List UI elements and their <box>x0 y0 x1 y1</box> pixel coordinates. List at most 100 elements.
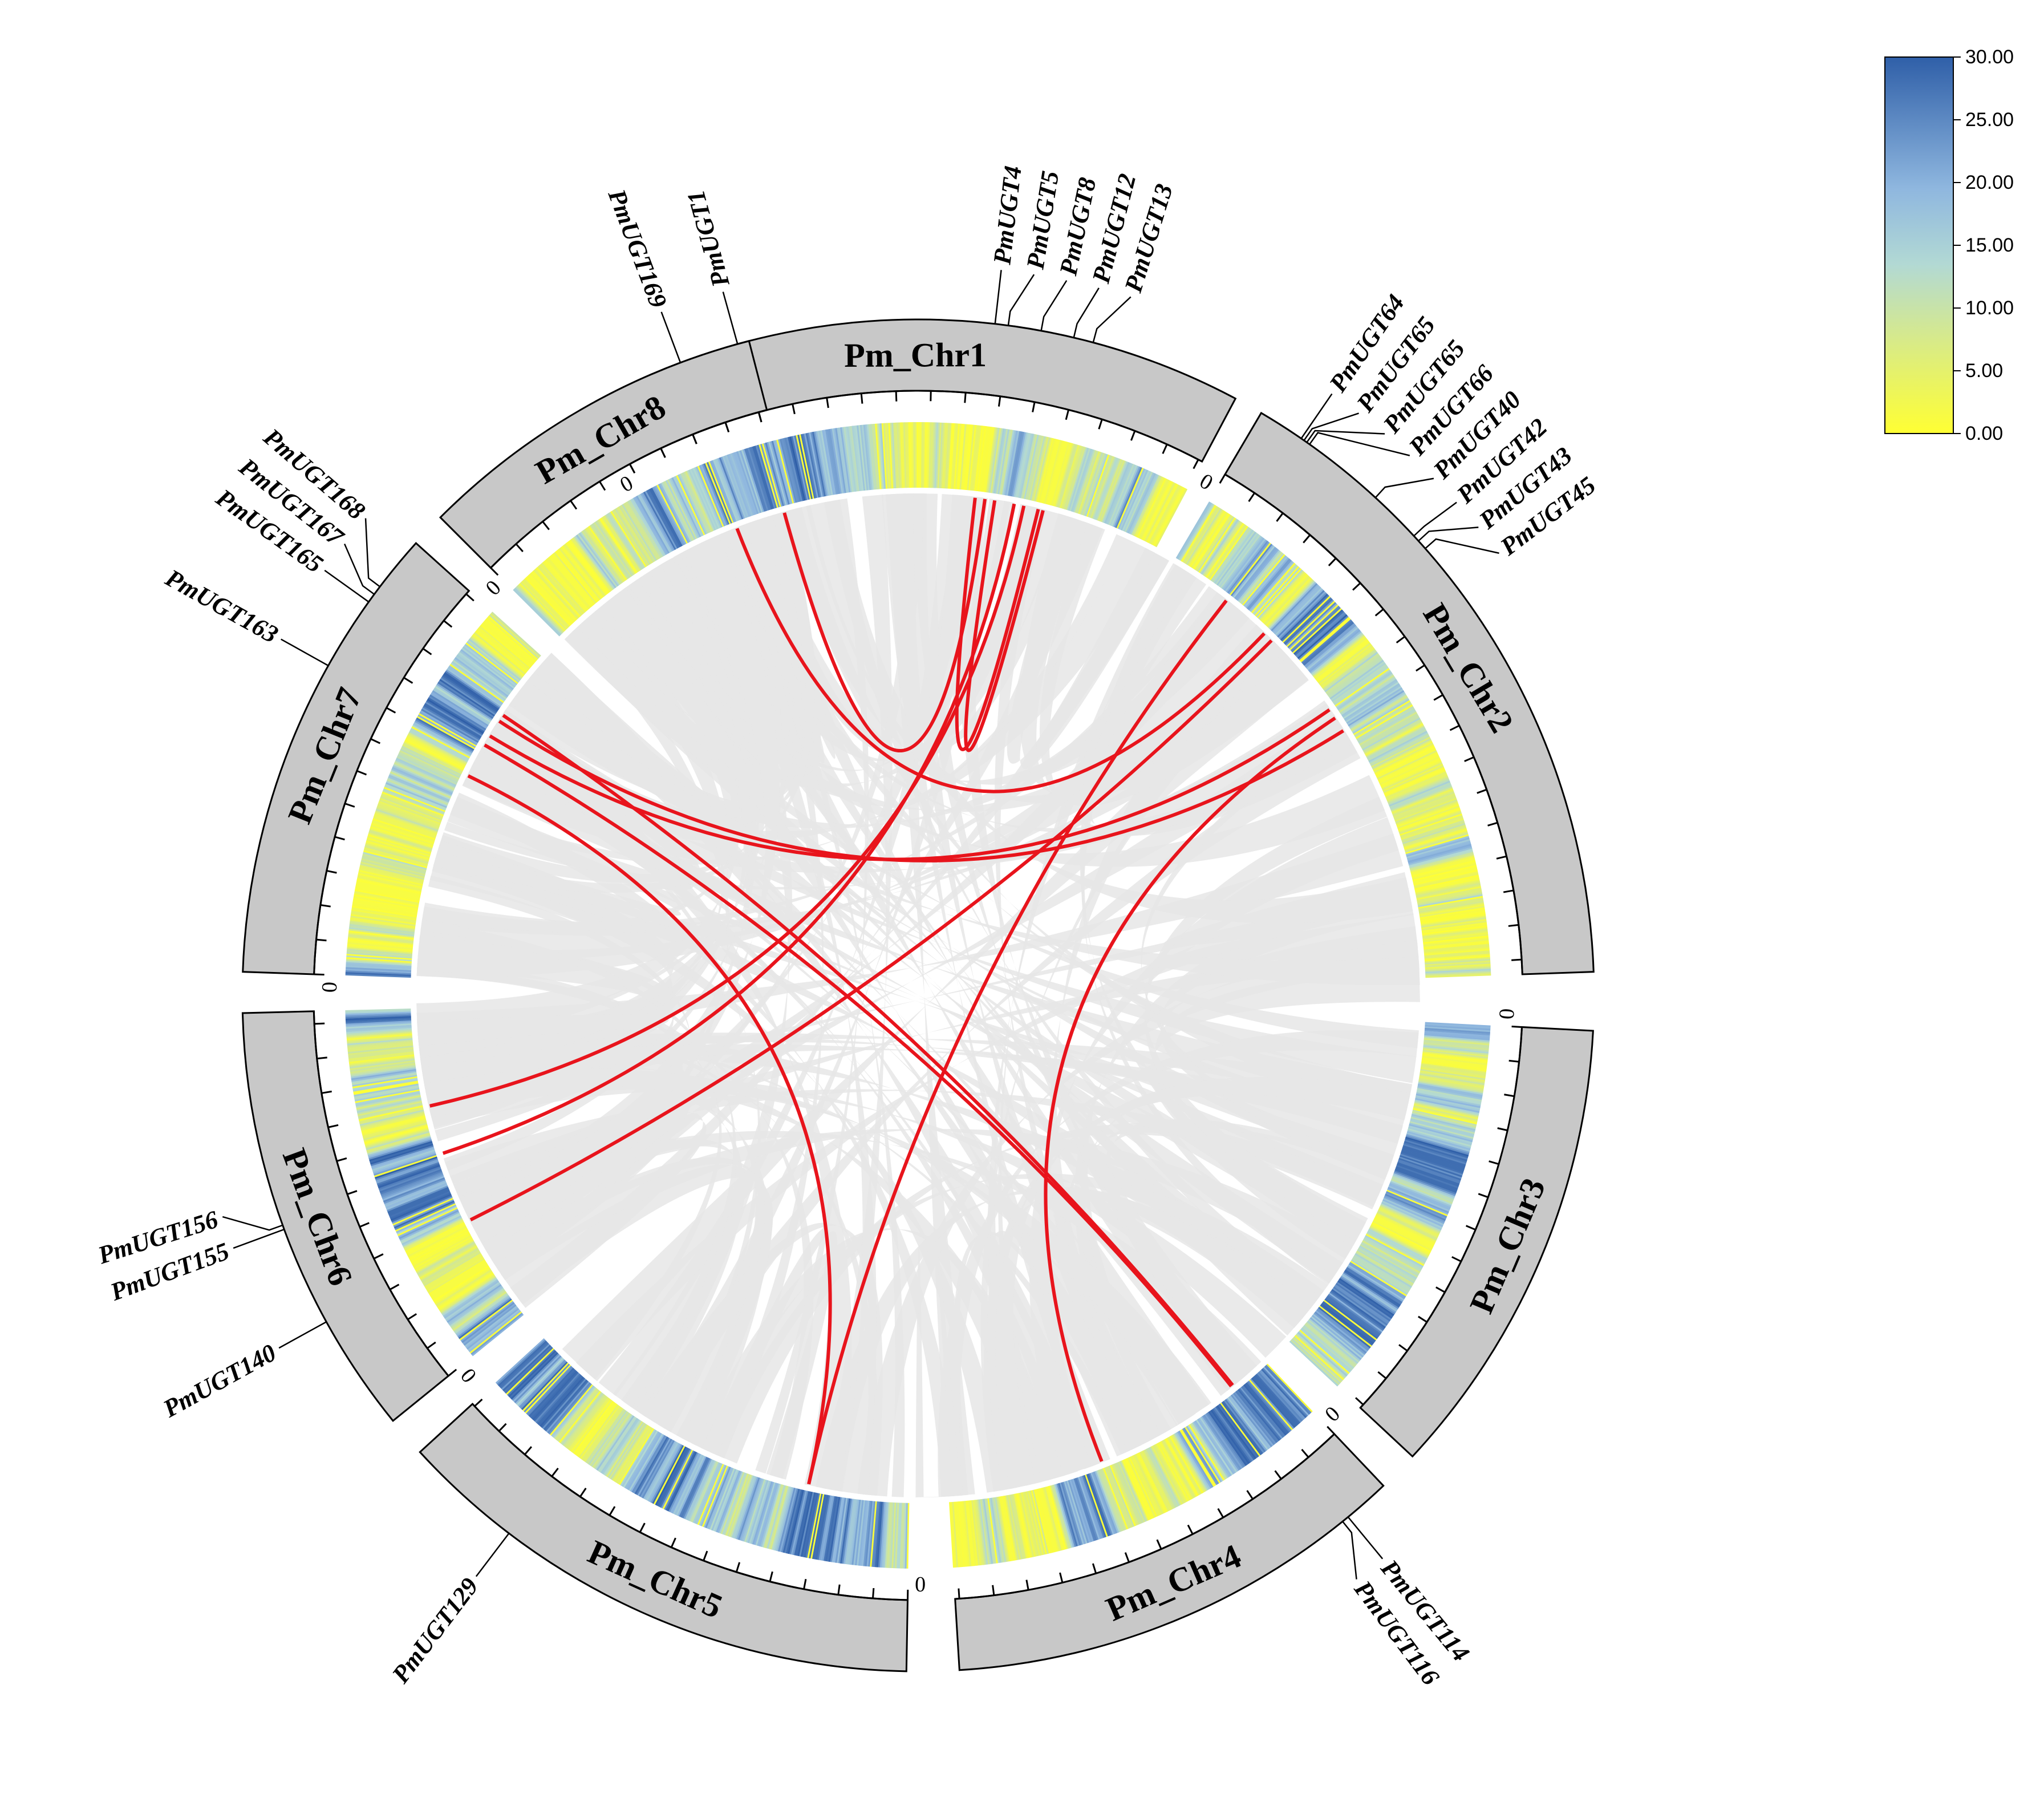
heatmap-cell <box>677 474 707 535</box>
heatmap-cell <box>403 1217 463 1249</box>
heatmap-cell <box>970 1500 979 1566</box>
heatmap-cell <box>1075 450 1097 513</box>
heatmap-cell <box>1285 600 1335 646</box>
heatmap-cell <box>649 488 682 548</box>
heatmap-cell <box>763 1484 783 1548</box>
heatmap-cell <box>1400 1152 1463 1175</box>
heatmap-cell <box>433 687 490 724</box>
heatmap-cell <box>1424 1038 1490 1046</box>
heatmap-cell <box>357 876 422 892</box>
heatmap-cell <box>637 495 671 553</box>
heatmap-cell <box>347 1045 413 1054</box>
heatmap-cell <box>899 1503 904 1569</box>
heatmap-cell <box>1354 1253 1412 1288</box>
heatmap-cell <box>1069 448 1091 512</box>
heatmap-cell <box>383 1177 445 1202</box>
heatmap-cell <box>1090 1472 1114 1535</box>
heatmap-cell <box>1287 602 1337 649</box>
heatmap-cell <box>1106 463 1133 525</box>
heatmap-cell <box>1293 1336 1343 1382</box>
heatmap-cell <box>391 768 452 796</box>
heatmap-cell <box>409 1229 469 1262</box>
axis-tick <box>1130 430 1136 441</box>
heatmap-cell <box>1226 1398 1267 1452</box>
heatmap-cell <box>538 1375 583 1426</box>
heatmap-cell <box>360 862 425 880</box>
axis-tick <box>872 1588 875 1599</box>
heatmap-cell <box>1409 1121 1474 1139</box>
heatmap-cell <box>615 1426 652 1484</box>
heatmap-cell <box>660 1449 692 1509</box>
heatmap-cell <box>741 450 763 513</box>
heatmap-cell <box>952 1501 959 1568</box>
heatmap-cell <box>1354 701 1412 737</box>
heatmap-cell <box>854 1500 864 1566</box>
heatmap-cell <box>731 452 755 516</box>
heatmap-cell <box>1187 1425 1224 1482</box>
heatmap-cell <box>1338 1279 1394 1318</box>
heatmap-cell <box>805 432 820 498</box>
heatmap-cell <box>656 1447 688 1507</box>
heatmap-cell <box>712 459 738 522</box>
heatmap-cell <box>1374 1215 1435 1246</box>
background-link <box>504 592 1240 829</box>
heatmap-cell <box>749 1480 770 1544</box>
heatmap-cell <box>1421 1062 1487 1072</box>
heatmap-cell <box>536 567 581 617</box>
heatmap-cell <box>349 925 415 936</box>
heatmap-cell <box>978 1499 988 1565</box>
heatmap-cell <box>1309 1317 1362 1360</box>
heatmap-cell <box>473 631 526 675</box>
heatmap-cell <box>1405 834 1469 855</box>
heatmap-cell <box>348 932 414 941</box>
heatmap-cell <box>1421 1064 1486 1076</box>
heatmap-cell <box>364 847 428 866</box>
heatmap-cell <box>1246 557 1289 609</box>
heatmap-cell <box>451 661 506 701</box>
heatmap-cell <box>409 729 469 762</box>
heatmap-cell <box>883 423 889 489</box>
heatmap-cell <box>1411 1115 1475 1133</box>
heatmap-cell <box>502 1345 551 1391</box>
heatmap-cell <box>1368 730 1427 763</box>
axis-tick <box>1435 1286 1446 1293</box>
heatmap-cell <box>497 1340 548 1387</box>
heatmap-cell <box>1355 704 1413 739</box>
heatmap-cell <box>1342 1273 1398 1311</box>
heatmap-cell <box>1420 914 1486 925</box>
heatmap-cell <box>724 455 748 518</box>
background-link <box>453 1111 707 1308</box>
heatmap-cell <box>1404 1142 1467 1164</box>
axis-tick <box>1377 1371 1387 1379</box>
heatmap-cell <box>1291 606 1341 653</box>
heatmap-cell <box>1305 1323 1356 1367</box>
heatmap-cell <box>346 1022 412 1027</box>
heatmap-cell <box>753 1481 774 1545</box>
heatmap-cell <box>346 958 412 965</box>
heatmap-cell <box>358 872 423 889</box>
axis-tick <box>390 1283 400 1290</box>
heatmap-cell <box>662 1449 694 1509</box>
heatmap-cell <box>1387 1188 1449 1215</box>
heatmap-cell <box>620 1429 656 1486</box>
heatmap-cell <box>1138 479 1169 539</box>
heatmap-cell <box>1320 1303 1374 1345</box>
heatmap-cell <box>802 434 817 499</box>
heatmap-cell <box>1167 1436 1202 1495</box>
heatmap-cell <box>728 453 752 517</box>
gene-connector <box>1300 393 1333 439</box>
heatmap-cell <box>725 1473 749 1536</box>
heatmap-cell <box>426 700 484 735</box>
heatmap-cell <box>1422 932 1489 941</box>
heatmap-cell <box>689 1461 717 1522</box>
heatmap-cell <box>1060 1482 1081 1546</box>
heatmap-cell <box>779 439 797 503</box>
heatmap-cell <box>1147 1447 1179 1507</box>
heatmap-cell <box>1344 685 1401 722</box>
heatmap-cell <box>841 427 853 492</box>
heatmap-cell <box>384 1180 446 1206</box>
heatmap-cell <box>771 440 790 505</box>
heatmap-cell <box>916 422 919 488</box>
heatmap-cell <box>395 759 456 788</box>
heatmap-cell <box>1406 837 1470 857</box>
